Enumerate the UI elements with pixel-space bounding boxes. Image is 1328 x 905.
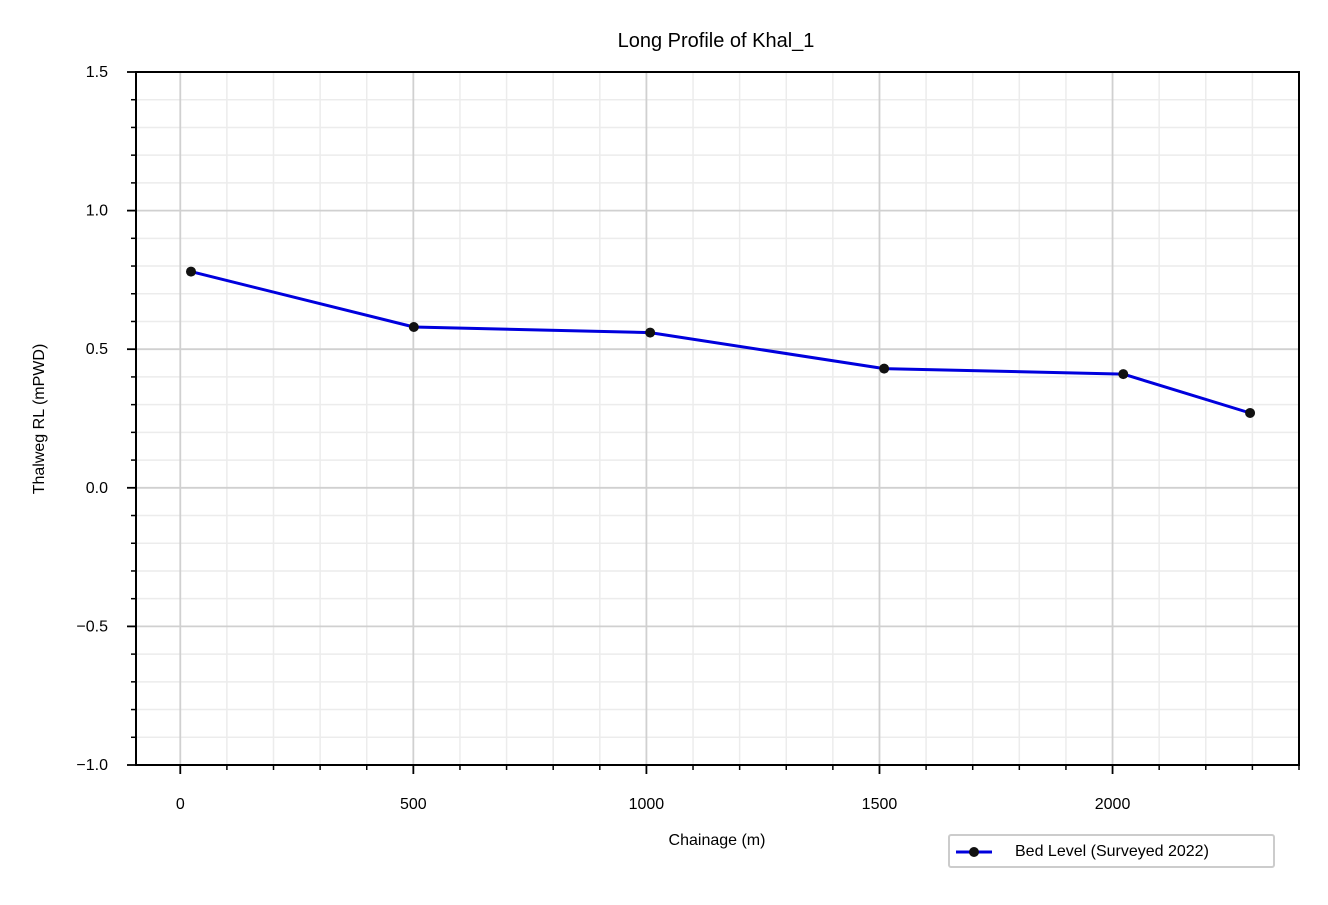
plot-frame: [135, 71, 1300, 766]
data-point: [1245, 407, 1256, 418]
x-tick-label: 2000: [1095, 796, 1131, 813]
y-axis-label: Thalweg RL (mPWD): [31, 344, 48, 495]
major-gridlines: [136, 71, 1299, 766]
tick-labels: 0 500 1000 1500 2000 −1.0 −0.5 0.0 0.5 1.0 1.5: [76, 64, 1130, 813]
y-tick-label: 1.0: [86, 203, 108, 220]
data-point: [879, 363, 890, 374]
data-point: [186, 266, 197, 277]
legend-swatch: [956, 847, 992, 857]
y-tick-label: −1.0: [76, 757, 108, 774]
x-tick-label: 500: [400, 796, 427, 813]
data-point: [1118, 369, 1129, 380]
x-tick-label: 1000: [629, 796, 665, 813]
chart-title: Long Profile of Khal_1: [618, 30, 815, 52]
data-point: [645, 327, 656, 338]
data-point: [408, 322, 419, 333]
y-tick-label: 0.0: [86, 480, 108, 497]
y-tick-label: −0.5: [76, 618, 108, 635]
axis-ticks: [127, 71, 1300, 774]
x-axis-label: Chainage (m): [669, 832, 766, 849]
legend-label: Bed Level (Surveyed 2022): [1015, 843, 1209, 860]
x-tick-label: 1500: [862, 796, 898, 813]
y-tick-label: 0.5: [86, 341, 108, 358]
legend: Bed Level (Surveyed 2022): [948, 834, 1275, 868]
series-layer: [186, 266, 1256, 418]
x-tick-label: 0: [176, 796, 185, 813]
minor-gridlines: [136, 72, 1300, 765]
y-tick-label: 1.5: [86, 64, 108, 81]
series-line: [190, 270, 1251, 415]
